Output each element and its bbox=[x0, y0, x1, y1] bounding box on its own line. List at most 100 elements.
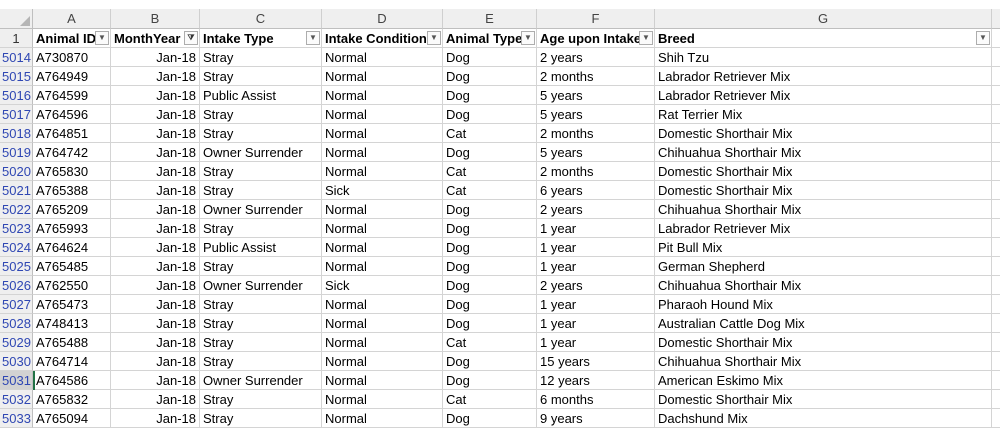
cell-empty[interactable] bbox=[992, 314, 1000, 333]
cell-animal-id[interactable]: A765832 bbox=[33, 390, 111, 409]
cell-animal-id[interactable]: A765094 bbox=[33, 409, 111, 428]
cell-breed[interactable]: Shih Tzu bbox=[655, 48, 992, 67]
cell-empty[interactable] bbox=[992, 371, 1000, 390]
cell-age-upon-intake[interactable]: 1 year bbox=[537, 295, 655, 314]
cell-intake-condition[interactable]: Normal bbox=[322, 371, 443, 390]
cell-intake-condition[interactable]: Sick bbox=[322, 181, 443, 200]
cell-empty[interactable] bbox=[992, 86, 1000, 105]
column-header-f[interactable]: F bbox=[537, 9, 655, 29]
cell-age-upon-intake[interactable]: 1 year bbox=[537, 333, 655, 352]
cell-intake-type[interactable]: Owner Surrender bbox=[200, 276, 322, 295]
cell-monthyear[interactable]: Jan-18 bbox=[111, 181, 200, 200]
cell-animal-id[interactable]: A765209 bbox=[33, 200, 111, 219]
cell-intake-condition[interactable]: Normal bbox=[322, 105, 443, 124]
cell-animal-id[interactable]: A764949 bbox=[33, 67, 111, 86]
row-header[interactable]: 5031 bbox=[0, 371, 33, 390]
filter-dropdown-icon[interactable]: ▼ bbox=[95, 31, 109, 45]
cell-intake-condition[interactable]: Normal bbox=[322, 333, 443, 352]
cell-breed[interactable]: Labrador Retriever Mix bbox=[655, 86, 992, 105]
cell-animal-type[interactable]: Dog bbox=[443, 219, 537, 238]
column-header-a[interactable]: A bbox=[33, 9, 111, 29]
cell-empty[interactable] bbox=[992, 276, 1000, 295]
cell-monthyear[interactable]: Jan-18 bbox=[111, 276, 200, 295]
cell-empty[interactable] bbox=[992, 352, 1000, 371]
cell-intake-type[interactable]: Public Assist bbox=[200, 86, 322, 105]
cell-age-upon-intake[interactable]: 15 years bbox=[537, 352, 655, 371]
cell-monthyear[interactable]: Jan-18 bbox=[111, 409, 200, 428]
cell-animal-type[interactable]: Cat bbox=[443, 181, 537, 200]
row-header[interactable]: 1 bbox=[0, 29, 33, 48]
cell-empty[interactable] bbox=[992, 143, 1000, 162]
cell-animal-type[interactable]: Dog bbox=[443, 238, 537, 257]
cell-intake-condition[interactable]: Normal bbox=[322, 257, 443, 276]
row-header[interactable]: 5030 bbox=[0, 352, 33, 371]
cell-monthyear[interactable]: Jan-18 bbox=[111, 124, 200, 143]
filter-applied-icon[interactable]: ⧩ bbox=[184, 31, 198, 45]
cell-animal-id[interactable]: A730870 bbox=[33, 48, 111, 67]
row-header[interactable]: 5015 bbox=[0, 67, 33, 86]
cell-animal-id[interactable]: A765473 bbox=[33, 295, 111, 314]
cell-monthyear[interactable]: Jan-18 bbox=[111, 333, 200, 352]
cell-animal-type[interactable]: Dog bbox=[443, 48, 537, 67]
cell-empty[interactable] bbox=[992, 390, 1000, 409]
cell-animal-id[interactable]: A764599 bbox=[33, 86, 111, 105]
cell-intake-type[interactable]: Stray bbox=[200, 314, 322, 333]
row-header[interactable]: 5033 bbox=[0, 409, 33, 428]
cell-animal-id[interactable]: A762550 bbox=[33, 276, 111, 295]
cell-age-upon-intake[interactable]: 2 years bbox=[537, 276, 655, 295]
cell-breed[interactable]: Chihuahua Shorthair Mix bbox=[655, 143, 992, 162]
cell-breed[interactable]: Labrador Retriever Mix bbox=[655, 67, 992, 86]
cell-empty[interactable] bbox=[992, 162, 1000, 181]
cell-monthyear[interactable]: Jan-18 bbox=[111, 48, 200, 67]
cell-monthyear[interactable]: Jan-18 bbox=[111, 238, 200, 257]
cell-empty[interactable] bbox=[992, 105, 1000, 124]
cell-monthyear[interactable]: Jan-18 bbox=[111, 143, 200, 162]
cell-monthyear[interactable]: Jan-18 bbox=[111, 390, 200, 409]
row-header[interactable]: 5019 bbox=[0, 143, 33, 162]
cell-intake-condition[interactable]: Normal bbox=[322, 143, 443, 162]
cell-breed[interactable]: Dachshund Mix bbox=[655, 409, 992, 428]
cell-age-upon-intake[interactable]: 6 years bbox=[537, 181, 655, 200]
cell-age-upon-intake[interactable]: 2 years bbox=[537, 48, 655, 67]
column-header-d[interactable]: D bbox=[322, 9, 443, 29]
cell-intake-type[interactable]: Stray bbox=[200, 124, 322, 143]
column-header-c[interactable]: C bbox=[200, 9, 322, 29]
cell-intake-condition[interactable]: Normal bbox=[322, 48, 443, 67]
cell-intake-type[interactable]: Public Assist bbox=[200, 238, 322, 257]
filter-dropdown-icon[interactable]: ▼ bbox=[306, 31, 320, 45]
column-header-g[interactable]: G bbox=[655, 9, 992, 29]
cell-breed[interactable]: Rat Terrier Mix bbox=[655, 105, 992, 124]
select-all-corner[interactable] bbox=[0, 9, 33, 29]
cell-empty[interactable] bbox=[992, 181, 1000, 200]
cell-animal-type[interactable]: Dog bbox=[443, 352, 537, 371]
filter-dropdown-icon[interactable]: ▼ bbox=[427, 31, 441, 45]
cell-empty[interactable] bbox=[992, 67, 1000, 86]
cell-animal-type[interactable]: Dog bbox=[443, 86, 537, 105]
cell-intake-type[interactable]: Owner Surrender bbox=[200, 200, 322, 219]
cell-animal-id[interactable]: A765388 bbox=[33, 181, 111, 200]
cell-animal-type[interactable]: Dog bbox=[443, 105, 537, 124]
row-header[interactable]: 5018 bbox=[0, 124, 33, 143]
cell-breed[interactable]: Domestic Shorthair Mix bbox=[655, 162, 992, 181]
cell-animal-id[interactable]: A765488 bbox=[33, 333, 111, 352]
cell-monthyear[interactable]: Jan-18 bbox=[111, 352, 200, 371]
cell-intake-type[interactable]: Owner Surrender bbox=[200, 143, 322, 162]
row-header[interactable]: 5020 bbox=[0, 162, 33, 181]
cell-animal-type[interactable]: Dog bbox=[443, 409, 537, 428]
cell-empty[interactable] bbox=[992, 333, 1000, 352]
cell-breed[interactable]: Domestic Shorthair Mix bbox=[655, 124, 992, 143]
cell-intake-condition[interactable]: Normal bbox=[322, 219, 443, 238]
cell-intake-condition[interactable]: Normal bbox=[322, 390, 443, 409]
cell-intake-type[interactable]: Owner Surrender bbox=[200, 371, 322, 390]
cell-animal-id[interactable]: A764742 bbox=[33, 143, 111, 162]
cell-intake-condition[interactable]: Normal bbox=[322, 295, 443, 314]
cell-age-upon-intake[interactable]: 1 year bbox=[537, 238, 655, 257]
cell-monthyear[interactable]: Jan-18 bbox=[111, 371, 200, 390]
cell-empty[interactable] bbox=[992, 48, 1000, 67]
cell-intake-type[interactable]: Stray bbox=[200, 67, 322, 86]
cell-monthyear[interactable]: Jan-18 bbox=[111, 314, 200, 333]
row-header[interactable]: 5025 bbox=[0, 257, 33, 276]
cell-monthyear[interactable]: Jan-18 bbox=[111, 257, 200, 276]
cell-intake-type[interactable]: Stray bbox=[200, 390, 322, 409]
cell-breed[interactable]: American Eskimo Mix bbox=[655, 371, 992, 390]
